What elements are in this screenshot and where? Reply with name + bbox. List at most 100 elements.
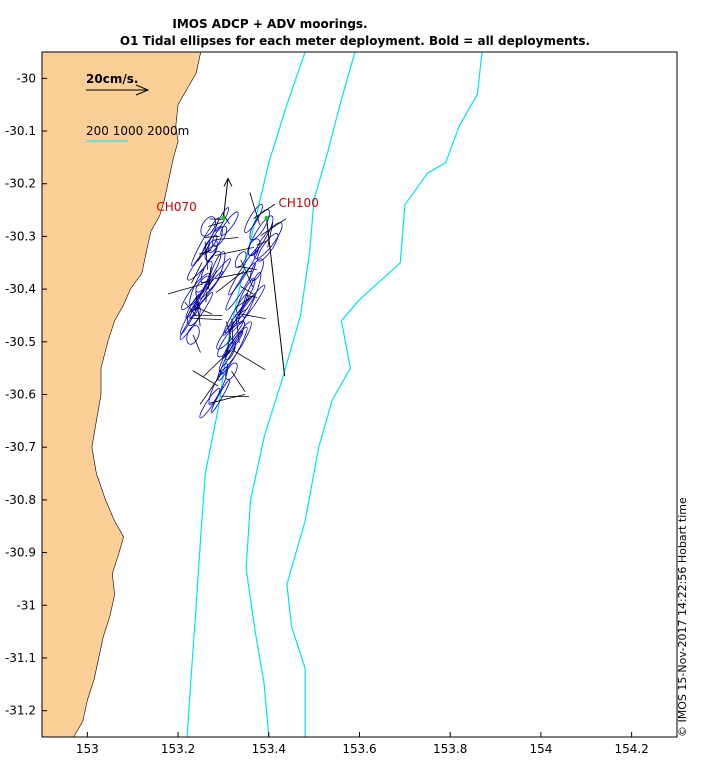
tidal-ellipse — [238, 271, 262, 325]
mooring-label: CH100 — [279, 196, 319, 210]
current-vector — [235, 314, 240, 343]
y-tick-label: -30.6 — [5, 388, 36, 402]
current-vector — [194, 279, 213, 311]
current-vector — [231, 371, 246, 392]
current-vector — [191, 262, 203, 284]
x-tick-label: 153.4 — [252, 742, 286, 756]
current-vector — [237, 265, 258, 271]
current-vector — [236, 308, 248, 316]
chart-title-line2: O1 Tidal ellipses for each meter deploym… — [120, 34, 590, 48]
current-vector — [220, 395, 250, 398]
current-vector — [240, 286, 254, 295]
current-vector — [192, 334, 201, 353]
tidal-ellipse — [179, 301, 199, 335]
scale-label: 20cm/s. — [86, 72, 138, 86]
x-tick-label: 153.8 — [433, 742, 467, 756]
chart-title-line1: IMOS ADCP + ADV moorings. — [172, 17, 367, 31]
y-tick-label: -31.1 — [5, 651, 36, 665]
isobath-2000m — [286, 52, 483, 737]
current-vector — [199, 371, 223, 405]
timestamp: © IMOS 15-Nov-2017 14:22:56 Hobart time — [676, 497, 689, 737]
scale-arrow-head — [135, 84, 150, 96]
current-vector — [224, 346, 236, 365]
current-vector — [192, 370, 219, 387]
current-vector — [239, 313, 266, 320]
current-vector — [235, 297, 250, 308]
tidal-ellipse — [224, 340, 236, 361]
tidal-ellipse — [195, 275, 211, 293]
current-vector — [205, 291, 208, 303]
tidal-ellipse — [191, 217, 220, 267]
current-vector — [209, 393, 246, 404]
isobath-legend-label: 200 1000 2000m — [86, 124, 189, 138]
y-tick-label: -30.4 — [5, 282, 36, 296]
tidal-ellipses — [179, 203, 283, 419]
vector-arrowhead — [223, 177, 233, 187]
tidal-ellipse — [244, 203, 263, 234]
scale-vector: 20cm/s. — [86, 72, 150, 96]
moorings: CH070 CH100 — [156, 196, 319, 220]
current-vector — [195, 291, 201, 327]
tidal-ellipse — [217, 320, 246, 358]
tidal-ellipse — [225, 362, 238, 380]
current-vector — [167, 283, 203, 295]
x-axis: 153 153.2 153.4 153.6 153.8 154 154.2 — [76, 732, 649, 756]
current-vector — [208, 221, 224, 227]
current-vectors — [167, 177, 287, 405]
current-vector — [204, 235, 220, 238]
isobath-legend: 200 1000 2000m — [86, 124, 189, 142]
current-vector — [215, 270, 244, 293]
current-vector — [240, 259, 254, 287]
mooring-marker — [221, 215, 226, 220]
current-vector — [199, 249, 212, 255]
y-tick-label: -30.5 — [5, 335, 36, 349]
y-tick-label: -30.2 — [5, 177, 36, 191]
x-tick-label: 153 — [76, 742, 99, 756]
tidal-ellipse — [216, 315, 245, 350]
isobath-1000m — [245, 52, 356, 737]
current-vector — [208, 267, 212, 285]
current-vector — [189, 317, 222, 321]
x-tick-label: 153.2 — [161, 742, 195, 756]
tidal-ellipse — [230, 284, 266, 333]
current-vector — [203, 350, 231, 377]
current-vector — [200, 279, 211, 284]
current-vector — [184, 301, 197, 317]
land-mass — [42, 52, 202, 737]
tidal-ellipse — [181, 272, 211, 311]
tidal-ellipse — [217, 363, 228, 381]
y-tick-label: -31.2 — [5, 704, 36, 718]
tidal-ellipse — [249, 209, 270, 241]
current-vector — [225, 321, 232, 340]
current-vector — [231, 318, 234, 345]
current-vector — [215, 237, 239, 241]
current-vector — [249, 192, 261, 225]
current-vector — [214, 246, 254, 256]
isobath-200m — [186, 52, 306, 737]
y-tick-label: -31 — [16, 598, 36, 612]
x-tick-label: 154.2 — [614, 742, 648, 756]
tidal-ellipse — [190, 270, 223, 313]
tidal-ellipse — [220, 211, 239, 236]
long-current-vector — [266, 217, 286, 377]
mooring-marker — [264, 215, 269, 220]
tidal-ellipse — [200, 216, 216, 237]
tidal-ellipse — [210, 379, 231, 413]
tidal-ellipse — [199, 388, 221, 419]
y-tick-label: -30.1 — [5, 124, 36, 138]
current-vector — [267, 222, 274, 248]
long-current-vector — [222, 178, 229, 219]
x-tick-label: 154 — [529, 742, 552, 756]
x-tick-label: 153.6 — [342, 742, 376, 756]
y-axis: -30 -30.1 -30.2 -30.3 -30.4 -30.5 -30.6 -30.7 -3… — [5, 71, 47, 718]
current-vector — [192, 305, 213, 315]
tidal-ellipse — [224, 294, 255, 334]
current-vector — [233, 350, 266, 371]
y-tick-label: -30.8 — [5, 493, 36, 507]
tidal-ellipse — [234, 251, 247, 269]
y-tick-label: -30 — [16, 71, 36, 85]
current-vector — [260, 218, 287, 236]
mooring-label: CH070 — [156, 200, 196, 214]
tidal-ellipse — [186, 325, 200, 345]
